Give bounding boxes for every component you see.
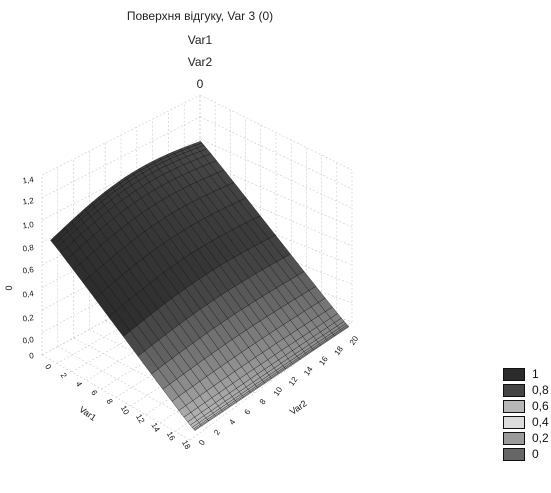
legend-label: 0,6 — [532, 399, 549, 413]
z-tick-label: 0,6 — [22, 265, 35, 276]
legend-item: 0,2 — [503, 430, 551, 446]
z-tick-label: 0,0 — [22, 335, 35, 346]
legend: 1 0,8 0,6 0,4 0,2 0 — [503, 366, 551, 462]
y-tick-label: 0 — [197, 438, 207, 447]
y-tick-label: 4 — [227, 417, 237, 426]
chart-subtitle-var2: Var2 — [187, 55, 213, 69]
grid-line — [41, 354, 191, 441]
surface-patch — [193, 141, 203, 146]
grid-line — [199, 94, 353, 171]
legend-swatch — [503, 383, 525, 397]
y-tick-label: 18 — [333, 344, 346, 357]
legend-item: 1 — [503, 366, 551, 382]
x-tick-label: 2 — [58, 371, 68, 380]
y-axis-title: Var2 — [288, 398, 309, 417]
grid-line — [41, 116, 201, 198]
legend-swatch — [503, 415, 525, 429]
y-tick-label: 20 — [348, 334, 361, 347]
y-tick-label: 6 — [243, 407, 253, 416]
x-tick-label: 12 — [134, 413, 147, 426]
legend-label: 0,8 — [532, 383, 549, 397]
grid-line — [199, 204, 353, 266]
grid-line — [41, 94, 201, 176]
x-tick-label: 14 — [149, 421, 162, 434]
chart-subtitle-zero: 0 — [196, 77, 204, 91]
y-tick-label: 12 — [287, 375, 300, 388]
legend-label: 0,4 — [532, 415, 549, 429]
legend-swatch — [503, 399, 525, 413]
x-tick-label: 10 — [119, 404, 132, 417]
z-tick-label: 0 — [29, 351, 35, 361]
x-tick-label: 0 — [43, 363, 53, 372]
grid-line — [199, 182, 353, 247]
y-tick-label: 16 — [317, 354, 330, 367]
legend-label: 0,2 — [532, 431, 549, 445]
z-tick-label: 1,4 — [22, 175, 35, 186]
x-tick-label: 4 — [74, 380, 84, 389]
legend-item: 0,8 — [503, 382, 551, 398]
z-tick-label: 1,0 — [22, 220, 35, 231]
y-tick-label: 10 — [272, 385, 285, 398]
legend-swatch — [503, 431, 525, 445]
grid-line — [57, 346, 207, 429]
z-tick-label: 0,8 — [22, 243, 35, 254]
chart-title: Поверхня відгуку, Var 3 (0) — [126, 9, 274, 23]
y-tick-label: 14 — [302, 364, 315, 377]
legend-item: 0,6 — [503, 398, 551, 414]
x-tick-label: 8 — [104, 397, 114, 406]
x-tick-label: 18 — [180, 439, 193, 452]
y-tick-label: 8 — [258, 397, 268, 406]
legend-label: 1 — [532, 367, 539, 381]
x-axis-title: Var1 — [77, 404, 98, 423]
z-tick-label: 1,2 — [22, 196, 35, 207]
legend-item: 0,4 — [503, 414, 551, 430]
z-tick-label: 0,2 — [22, 313, 35, 324]
grid-line — [199, 116, 353, 190]
z-axis-title: 0 — [4, 285, 14, 290]
x-tick-label: 6 — [89, 389, 99, 398]
chart-subtitle-var1: Var1 — [187, 33, 213, 47]
legend-swatch — [503, 447, 525, 461]
legend-label: 0 — [532, 447, 539, 461]
legend-item: 0 — [503, 446, 551, 462]
z-tick-label: 0,4 — [22, 289, 35, 300]
y-tick-label: 2 — [212, 428, 222, 437]
legend-swatch — [503, 367, 525, 381]
